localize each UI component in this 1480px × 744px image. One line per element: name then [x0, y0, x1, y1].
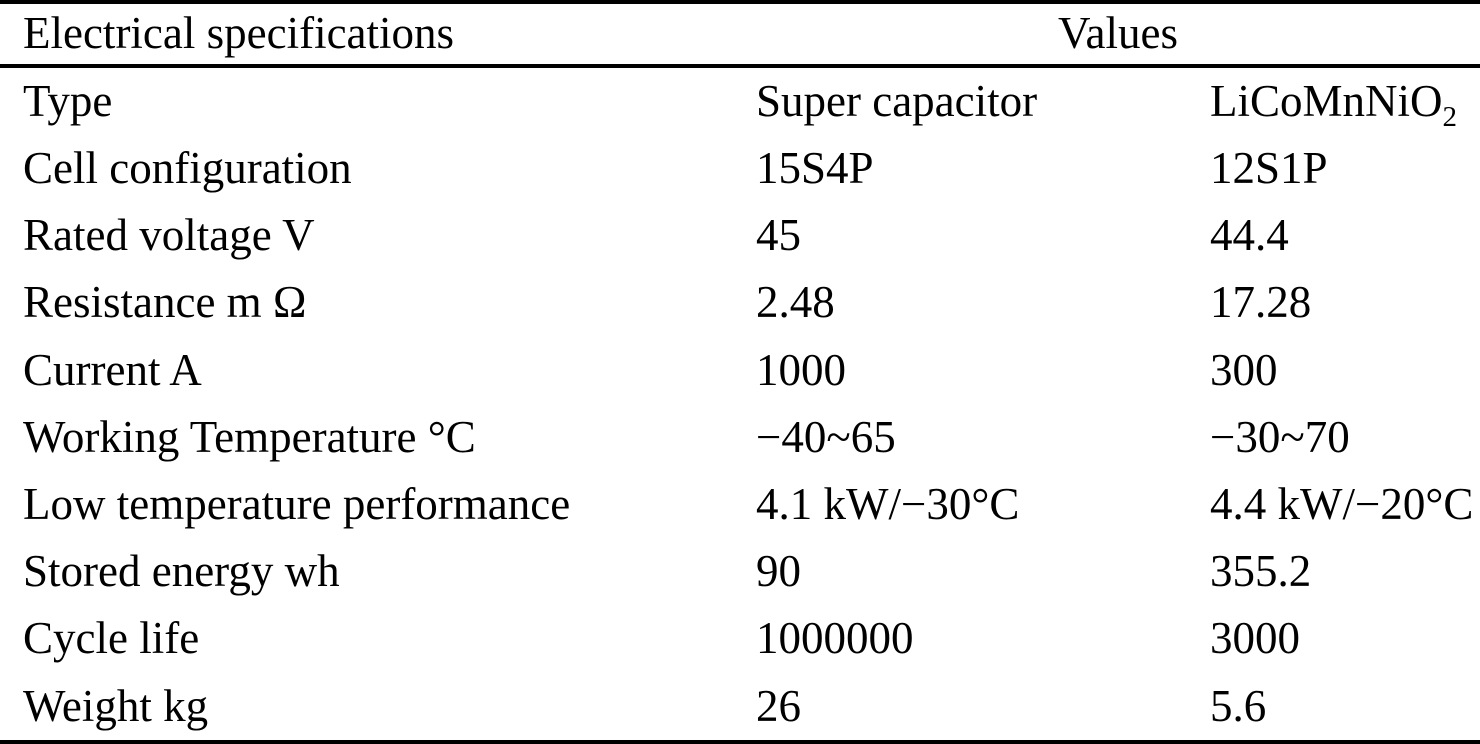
row-label-weight: Weight kg [23, 680, 209, 731]
cell-current-supercapacitor: 1000 [756, 344, 846, 395]
cell-cycle-life-licomnnio2: 3000 [1210, 613, 1300, 664]
cell-working-temperature-supercapacitor: −40~65 [756, 411, 896, 462]
chemical-formula-subscript: 2 [1442, 100, 1458, 133]
cell-low-temperature-performance-supercapacitor: 4.1 kW/−30°C [756, 479, 1020, 529]
cell-cycle-life-supercapacitor: 1000000 [756, 613, 914, 664]
row-label-type: Type [23, 75, 113, 126]
row-label-cycle-life: Cycle life [23, 613, 200, 664]
chemical-formula-base: LiCoMnNiO [1210, 75, 1443, 126]
row-type: Type Super capacitor LiCoMnNiO2 [0, 66, 1480, 135]
row-label-current: Current A [23, 344, 202, 395]
cell-weight-licomnnio2: 5.6 [1210, 680, 1267, 731]
row-cell-configuration: Cell configuration 15S4P 12S1P [0, 135, 1480, 202]
cell-resistance-licomnnio2: 17.28 [1210, 277, 1312, 328]
row-rated-voltage: Rated voltage V 45 44.4 [0, 202, 1480, 269]
row-current: Current A 1000 300 [0, 337, 1480, 404]
cell-weight-supercapacitor: 26 [756, 680, 801, 731]
row-label-stored-energy: Stored energy wh [23, 546, 340, 597]
row-label-rated-voltage: Rated voltage V [23, 210, 315, 261]
row-stored-energy: Stored energy wh 90 355.2 [0, 538, 1480, 605]
row-label-low-temperature-performance: Low temperature performance [23, 479, 571, 529]
cell-current-licomnnio2: 300 [1210, 344, 1278, 395]
cell-configuration-licomnnio2: 12S1P [1210, 143, 1328, 194]
cell-rated-voltage-licomnnio2: 44.4 [1210, 210, 1289, 261]
header-electrical-specifications: Electrical specifications [0, 2, 756, 68]
row-label-resistance: Resistance m Ω [23, 277, 307, 328]
row-label-cell-configuration: Cell configuration [23, 143, 352, 194]
cell-stored-energy-licomnnio2: 355.2 [1210, 546, 1312, 597]
header-values: Values [756, 2, 1480, 68]
cell-rated-voltage-supercapacitor: 45 [756, 210, 801, 261]
row-label-working-temperature: Working Temperature °C [23, 411, 476, 462]
cell-type-licomnnio2: LiCoMnNiO2 [1210, 66, 1480, 135]
table-header-row: Electrical specifications Values [0, 2, 1480, 68]
row-working-temperature: Working Temperature °C −40~65 −30~70 [0, 404, 1480, 471]
cell-stored-energy-supercapacitor: 90 [756, 546, 801, 597]
row-resistance: Resistance m Ω 2.48 17.28 [0, 270, 1480, 337]
cell-low-temperature-performance-licomnnio2: 4.4 kW/−20°C [1210, 479, 1474, 529]
cell-resistance-supercapacitor: 2.48 [756, 277, 835, 328]
row-cycle-life: Cycle life 1000000 3000 [0, 606, 1480, 673]
row-weight: Weight kg 26 5.6 [0, 673, 1480, 742]
cell-type-supercapacitor: Super capacitor [756, 75, 1038, 126]
row-low-temperature-performance: Low temperature performance 4.1 kW/−30°C… [0, 471, 1480, 538]
cell-working-temperature-licomnnio2: −30~70 [1210, 411, 1350, 462]
cell-configuration-supercapacitor: 15S4P [756, 143, 874, 194]
